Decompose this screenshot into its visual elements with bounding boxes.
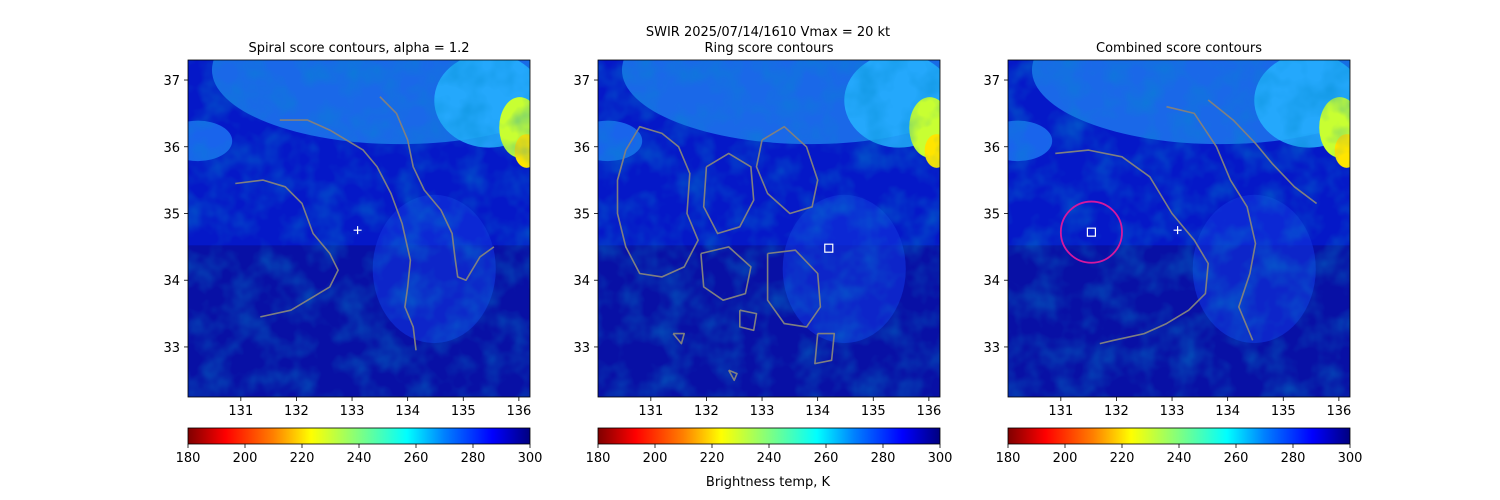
x-tick-label: 131 <box>638 404 663 419</box>
colorbar-tick-label: 280 <box>1281 451 1306 466</box>
y-tick-label: 37 <box>163 74 180 89</box>
center-square-marker <box>824 243 834 253</box>
image-texture <box>1008 60 1350 397</box>
x-tick-label: 131 <box>228 404 253 419</box>
axes-frame <box>187 59 531 398</box>
center-plus-marker <box>353 226 362 235</box>
colorbar-tick-label: 180 <box>586 451 611 466</box>
colorbar-tick-label: 260 <box>814 451 839 466</box>
center-square-marker <box>1086 227 1097 237</box>
x-tick-label: 134 <box>805 404 830 419</box>
colorbar-tick-label: 280 <box>871 451 896 466</box>
brightness-temp-image <box>188 60 530 397</box>
score-contour-7 <box>739 309 758 332</box>
x-tick-label: 132 <box>1104 404 1129 419</box>
center-ring-circle <box>1059 200 1123 264</box>
brightness-temp-image <box>1008 60 1350 397</box>
panel-title: Spiral score contours, alpha = 1.2 <box>248 41 469 56</box>
x-tick-label: 132 <box>284 404 309 419</box>
y-tick-label: 37 <box>573 74 590 89</box>
y-tick-label: 33 <box>983 341 1000 356</box>
y-tick-label: 36 <box>983 141 1000 156</box>
colorbar-label: Brightness temp, K <box>706 475 831 490</box>
x-tick-label: 135 <box>1271 404 1296 419</box>
x-tick-label: 133 <box>340 404 365 419</box>
colorbar-tick-label: 260 <box>1224 451 1249 466</box>
colorbar-tick-label: 220 <box>700 451 725 466</box>
x-tick-label: 132 <box>694 404 719 419</box>
score-contour-1 <box>279 119 417 351</box>
score-contour-3 <box>755 125 819 215</box>
colorbar-tick-label: 220 <box>1110 451 1135 466</box>
colorbar-tick-label: 300 <box>518 451 543 466</box>
x-tick-label: 131 <box>1048 404 1073 419</box>
panel-title: Combined score contours <box>1096 41 1262 56</box>
y-tick-label: 36 <box>163 141 180 156</box>
x-tick-label: 136 <box>1326 404 1351 419</box>
y-tick-label: 35 <box>573 207 590 222</box>
score-contour-5 <box>700 246 752 301</box>
center-plus-marker <box>1173 226 1182 235</box>
x-tick-label: 135 <box>861 404 886 419</box>
colorbar <box>597 427 941 445</box>
image-texture <box>188 60 530 397</box>
suptitle: SWIR 2025/07/14/1610 Vmax = 20 kt <box>646 25 890 40</box>
colorbar-tick-label: 300 <box>1338 451 1363 466</box>
colorbar-tick-label: 200 <box>643 451 668 466</box>
colorbar-tick-label: 260 <box>404 451 429 466</box>
colorbar-tick-label: 180 <box>996 451 1021 466</box>
colorbar <box>1007 427 1351 445</box>
y-tick-label: 37 <box>983 74 1000 89</box>
panel-title: Ring score contours <box>704 41 833 56</box>
score-contour-1 <box>1055 149 1209 345</box>
x-tick-label: 134 <box>1215 404 1240 419</box>
colorbar-tick-label: 240 <box>757 451 782 466</box>
x-tick-label: 133 <box>1160 404 1185 419</box>
axes-frame <box>1007 59 1351 398</box>
image-texture <box>598 60 940 397</box>
colorbar-tick-label: 220 <box>290 451 315 466</box>
y-tick-label: 35 <box>163 207 180 222</box>
y-tick-label: 34 <box>983 274 1000 289</box>
colorbar-tick-label: 180 <box>176 451 201 466</box>
score-contour-8 <box>672 332 685 345</box>
x-tick-label: 136 <box>916 404 941 419</box>
score-contour-2 <box>379 96 495 281</box>
y-tick-label: 33 <box>163 341 180 356</box>
y-tick-label: 35 <box>983 207 1000 222</box>
x-tick-label: 135 <box>451 404 476 419</box>
x-tick-label: 133 <box>750 404 775 419</box>
colorbar <box>187 427 531 445</box>
axes-frame <box>597 59 941 398</box>
score-contour-4 <box>766 249 822 328</box>
colorbar-tick-label: 240 <box>1167 451 1192 466</box>
y-tick-label: 34 <box>163 274 180 289</box>
score-contour-2 <box>702 152 755 235</box>
score-contour-3 <box>235 179 339 318</box>
colorbar-tick-label: 280 <box>461 451 486 466</box>
panel-3: Combined score contours 131 132 133 134 135 13… <box>983 41 1363 466</box>
brightness-temp-image <box>598 60 940 397</box>
score-contour-9 <box>727 369 738 382</box>
y-tick-label: 34 <box>573 274 590 289</box>
colorbar-tick-label: 200 <box>1053 451 1078 466</box>
panel-2: Ring score contours 131 132 133 134 135 136 33 3… <box>573 41 953 466</box>
score-contour-1 <box>616 125 699 278</box>
y-tick-label: 36 <box>573 141 590 156</box>
colorbar-tick-label: 240 <box>347 451 372 466</box>
panel-1: Spiral score contours, alpha = 1.2 131 132… <box>163 41 543 466</box>
y-tick-label: 33 <box>573 341 590 356</box>
score-contour-2 <box>1166 105 1257 341</box>
x-tick-label: 134 <box>395 404 420 419</box>
colorbar-tick-label: 200 <box>233 451 258 466</box>
colorbar-tick-label: 300 <box>928 451 953 466</box>
score-contour-3 <box>1207 99 1318 205</box>
score-contour-6 <box>814 332 836 365</box>
x-tick-label: 136 <box>506 404 531 419</box>
